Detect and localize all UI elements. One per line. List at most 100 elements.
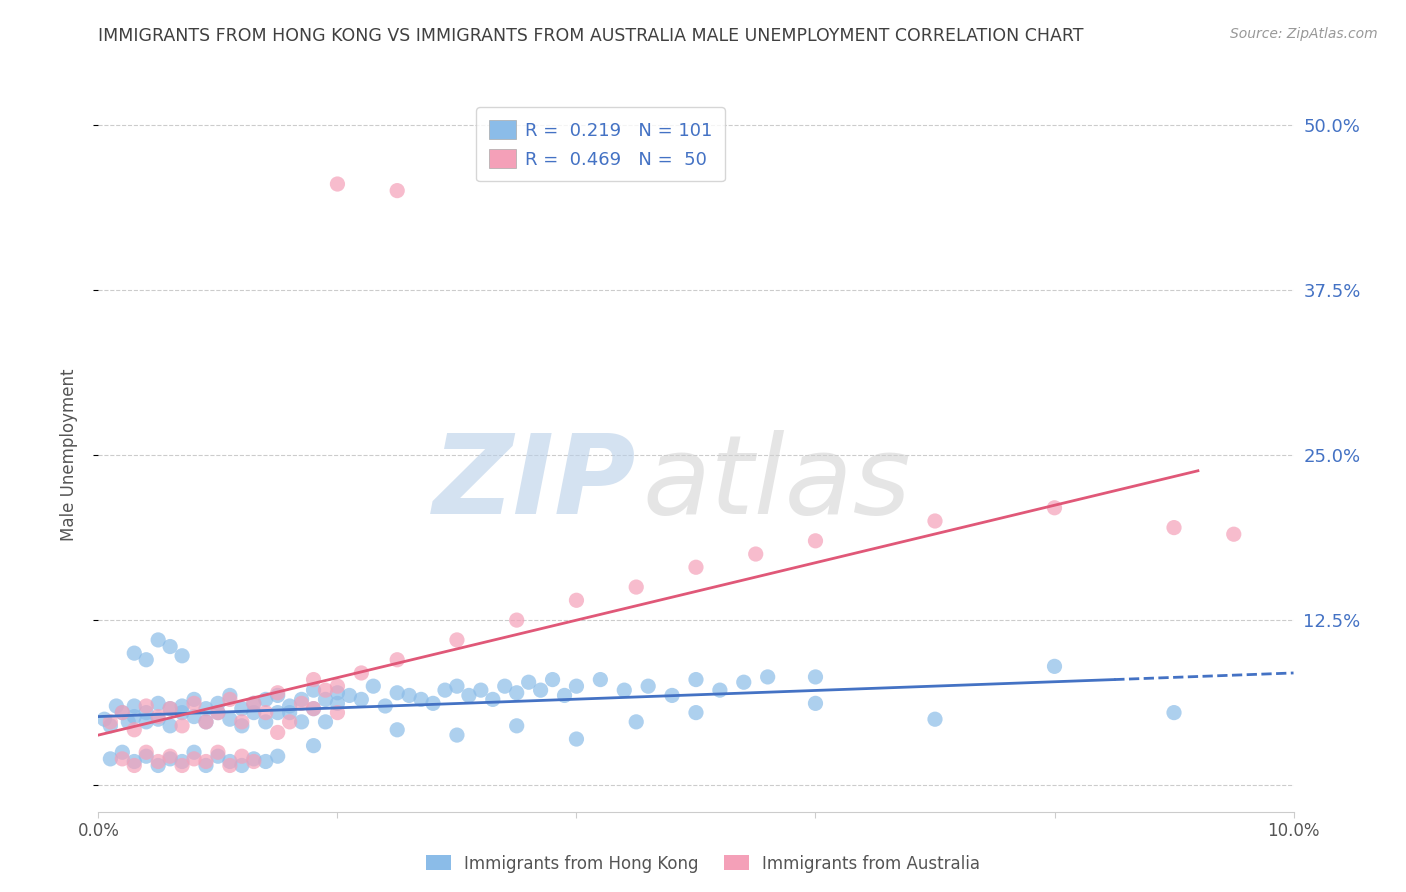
Point xyxy=(434,683,457,698)
Point xyxy=(541,673,564,687)
Point xyxy=(93,712,115,726)
Point xyxy=(565,732,588,747)
Point xyxy=(195,701,218,715)
Legend: Immigrants from Hong Kong, Immigrants from Australia: Immigrants from Hong Kong, Immigrants fr… xyxy=(419,848,987,880)
Point xyxy=(804,533,827,548)
Point xyxy=(111,706,134,720)
Point xyxy=(183,697,205,711)
Point xyxy=(637,679,659,693)
Point xyxy=(148,755,170,769)
Point xyxy=(100,714,122,729)
Point xyxy=(159,701,181,715)
Point xyxy=(302,701,325,715)
Point xyxy=(111,706,134,720)
Point xyxy=(685,706,707,720)
Point xyxy=(291,697,314,711)
Point xyxy=(124,755,146,769)
Point xyxy=(506,719,529,733)
Point xyxy=(135,698,157,713)
Point xyxy=(219,692,242,706)
Point xyxy=(278,706,301,720)
Point xyxy=(685,673,707,687)
Point xyxy=(159,640,181,654)
Point xyxy=(506,686,529,700)
Point xyxy=(326,686,349,700)
Point xyxy=(1163,706,1185,720)
Point xyxy=(183,745,205,759)
Point xyxy=(243,697,266,711)
Text: IMMIGRANTS FROM HONG KONG VS IMMIGRANTS FROM AUSTRALIA MALE UNEMPLOYMENT CORRELA: IMMIGRANTS FROM HONG KONG VS IMMIGRANTS … xyxy=(98,27,1084,45)
Point xyxy=(183,692,205,706)
Point xyxy=(291,692,314,706)
Point xyxy=(100,752,122,766)
Point xyxy=(148,758,170,772)
Point xyxy=(124,698,146,713)
Point xyxy=(183,709,205,723)
Point xyxy=(254,692,277,706)
Point xyxy=(219,689,242,703)
Point xyxy=(172,698,194,713)
Point xyxy=(589,673,612,687)
Point xyxy=(267,686,290,700)
Point xyxy=(278,714,301,729)
Point xyxy=(172,706,194,720)
Point xyxy=(554,689,576,703)
Text: Source: ZipAtlas.com: Source: ZipAtlas.com xyxy=(1230,27,1378,41)
Point xyxy=(385,723,409,737)
Point xyxy=(219,712,242,726)
Point xyxy=(207,697,229,711)
Point xyxy=(422,697,444,711)
Point xyxy=(924,514,946,528)
Point xyxy=(315,714,337,729)
Point xyxy=(326,697,349,711)
Point xyxy=(243,697,266,711)
Point xyxy=(315,692,337,706)
Y-axis label: Male Unemployment: Male Unemployment xyxy=(59,368,77,541)
Point xyxy=(231,701,253,715)
Point xyxy=(326,706,349,720)
Point xyxy=(124,646,146,660)
Point xyxy=(804,670,827,684)
Point xyxy=(626,714,648,729)
Point xyxy=(148,712,170,726)
Point xyxy=(709,683,731,698)
Point xyxy=(398,689,420,703)
Point xyxy=(745,547,768,561)
Point xyxy=(733,675,755,690)
Point xyxy=(613,683,636,698)
Point xyxy=(446,632,468,647)
Point xyxy=(385,653,409,667)
Point xyxy=(159,701,181,715)
Point xyxy=(219,755,242,769)
Point xyxy=(278,698,301,713)
Point xyxy=(231,758,253,772)
Point xyxy=(315,683,337,698)
Point xyxy=(326,679,349,693)
Point xyxy=(254,714,277,729)
Point xyxy=(302,739,325,753)
Point xyxy=(159,719,181,733)
Point xyxy=(626,580,648,594)
Point xyxy=(565,593,588,607)
Point xyxy=(254,706,277,720)
Point xyxy=(350,692,373,706)
Point xyxy=(124,723,146,737)
Point xyxy=(183,752,205,766)
Point xyxy=(661,689,683,703)
Point xyxy=(267,706,290,720)
Point xyxy=(1223,527,1246,541)
Point xyxy=(267,749,290,764)
Point xyxy=(529,683,551,698)
Point xyxy=(302,683,325,698)
Point xyxy=(385,686,409,700)
Point xyxy=(243,706,266,720)
Point xyxy=(159,749,181,764)
Point xyxy=(111,752,134,766)
Point xyxy=(924,712,946,726)
Point xyxy=(124,709,146,723)
Point xyxy=(148,632,170,647)
Point xyxy=(565,679,588,693)
Point xyxy=(124,758,146,772)
Point xyxy=(219,758,242,772)
Point xyxy=(267,725,290,739)
